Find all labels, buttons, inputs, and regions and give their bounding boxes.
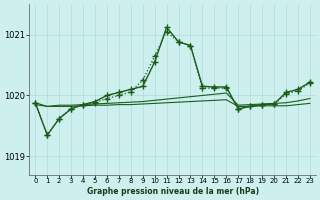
X-axis label: Graphe pression niveau de la mer (hPa): Graphe pression niveau de la mer (hPa) xyxy=(86,187,259,196)
